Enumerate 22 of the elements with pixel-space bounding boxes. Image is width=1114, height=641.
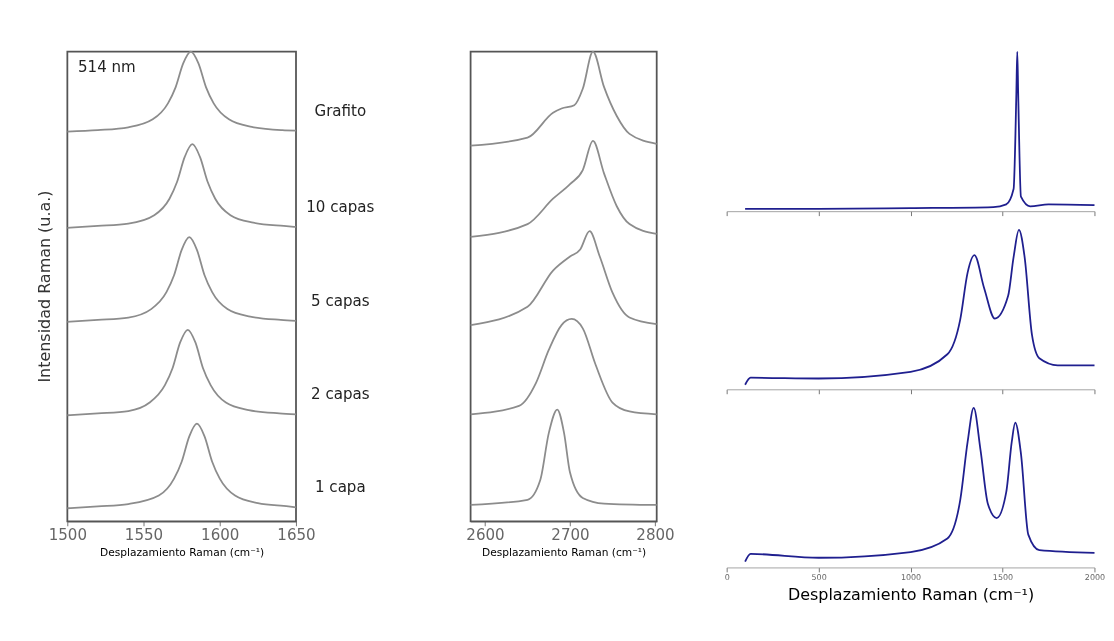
y-axis-title: Intensidad Raman (u.a.) bbox=[34, 190, 54, 383]
x-axis-title: Desplazamiento Raman (cm⁻¹) bbox=[482, 545, 647, 559]
x-tick-label: 1000 bbox=[900, 573, 922, 583]
series-label: 5 capas bbox=[311, 291, 370, 310]
series-label: 10 capas bbox=[306, 197, 375, 216]
x-tick-label: 1500 bbox=[48, 525, 87, 544]
series-label: Grafito bbox=[314, 101, 367, 120]
x-tick-label: 1600 bbox=[201, 525, 240, 544]
x-tick-label: 500 bbox=[811, 573, 827, 583]
x-tick-label: 1650 bbox=[277, 525, 316, 544]
x-tick-label: 2000 bbox=[1084, 573, 1106, 583]
series-label: 1 capa bbox=[315, 478, 366, 497]
annotation: 514 nm bbox=[77, 58, 136, 77]
x-tick-label: 0 bbox=[724, 573, 730, 583]
x-tick-label: 1550 bbox=[124, 525, 164, 544]
x-tick-label: 2600 bbox=[466, 525, 505, 544]
x-axis-title: Desplazamiento Raman (cm⁻¹) bbox=[100, 545, 265, 559]
x-tick-label: 2800 bbox=[636, 525, 675, 544]
x-axis-title: Desplazamiento Raman (cm⁻¹) bbox=[787, 584, 1035, 604]
x-tick-label: 1500 bbox=[992, 573, 1014, 583]
x-tick-label: 2700 bbox=[551, 525, 590, 544]
series-label: 2 capas bbox=[311, 385, 370, 404]
